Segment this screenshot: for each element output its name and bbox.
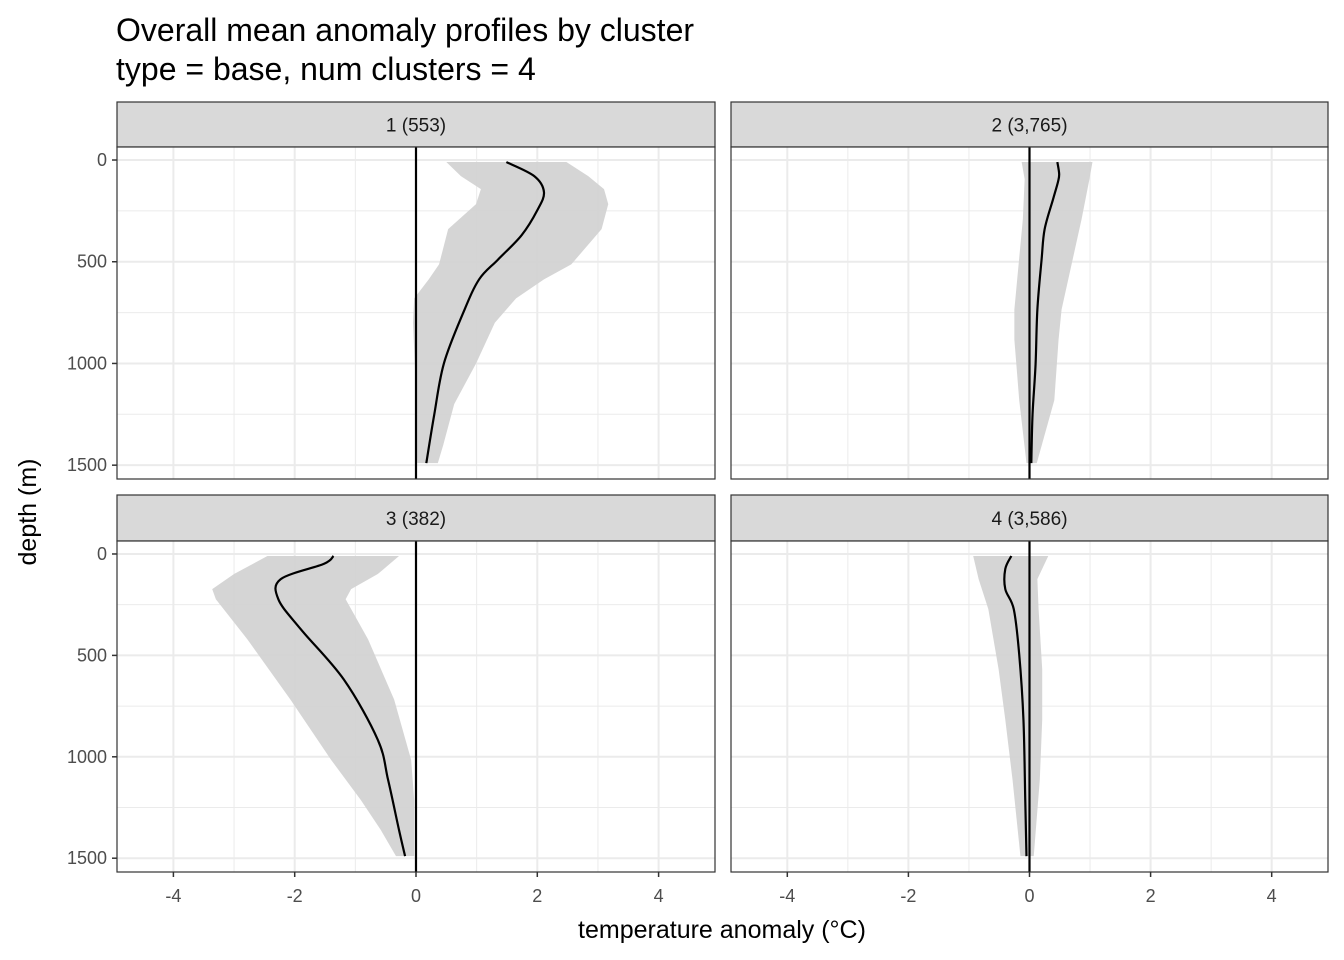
y-tick-label: 0 [97, 544, 107, 564]
mean-profile-line [425, 161, 546, 464]
y-tick-label: 500 [77, 252, 107, 272]
mean-profile-line [274, 555, 407, 857]
y-axis-title: depth (m) [14, 459, 42, 566]
x-tick-label: 0 [1024, 886, 1034, 906]
facet-strip [730, 101, 1329, 148]
facet-strip-label: 3 (382) [386, 509, 446, 530]
x-tick-label: 2 [532, 886, 542, 906]
x-tick-label: 0 [411, 886, 421, 906]
panel-2: 2 (3,765) [730, 101, 1329, 480]
panel-4: 4 (3,586) -4 -2 0 2 4 [730, 494, 1329, 906]
x-tick-label: 2 [1146, 886, 1156, 906]
facet-strip-label: 4 (3,586) [991, 509, 1067, 530]
y-tick-label: 1000 [67, 353, 107, 373]
facet-strip [116, 101, 716, 148]
x-tick-label: 4 [1267, 886, 1277, 906]
x-tick-label: 4 [654, 886, 664, 906]
facet-strip-label: 2 (3,765) [991, 116, 1067, 137]
facet-strip [730, 494, 1329, 542]
uncertainty-band [212, 556, 415, 857]
x-tick-label: -4 [165, 886, 181, 906]
chart-title: Overall mean anomaly profiles by cluster [116, 12, 694, 48]
x-tick-label: -2 [287, 886, 303, 906]
x-tick-label: -4 [779, 886, 795, 906]
mean-profile-line [1030, 161, 1061, 464]
y-tick-label: 1500 [67, 455, 107, 475]
y-tick-label: 1500 [67, 848, 107, 868]
facet-strip-label: 1 (553) [386, 116, 446, 137]
panel-border [116, 146, 716, 480]
mean-profile-line [1003, 555, 1028, 857]
x-tick-label: -2 [900, 886, 916, 906]
x-axis-title: temperature anomaly (°C) [578, 916, 866, 944]
panel-border [730, 146, 1329, 480]
y-tick-label: 0 [97, 150, 107, 170]
y-tick-label: 1000 [67, 747, 107, 767]
facet-strip [116, 494, 716, 542]
panel-3: 3 (382) 0 500 1000 1500 -4 -2 0 2 4 [67, 494, 716, 906]
y-tick-label: 500 [77, 645, 107, 665]
panel-1: 1 (553) 0 500 1000 1500 [67, 101, 716, 480]
chart-subtitle: type = base, num clusters = 4 [116, 51, 536, 87]
uncertainty-band [412, 162, 609, 464]
